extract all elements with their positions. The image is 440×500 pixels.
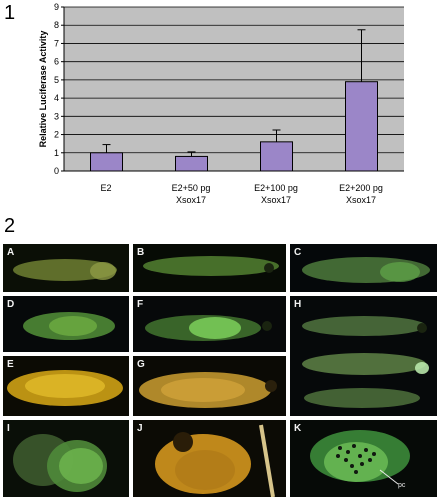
embryo-image: [3, 296, 129, 352]
x-tick-label-e2-50pg: E2+50 pg Xsox17: [171, 183, 211, 205]
panel-label: B: [137, 247, 145, 258]
x-tick-label-e2-200pg: E2+200 pg Xsox17: [339, 183, 383, 205]
photo-panel-d: D: [3, 296, 129, 352]
figure-part-1-label: 1: [4, 2, 16, 24]
panel-label: K: [294, 423, 302, 434]
panel-label: A: [7, 247, 15, 258]
embryo-image: [133, 244, 286, 292]
photo-panel-k: K pc: [290, 420, 437, 497]
y-tick-label: 3: [54, 111, 59, 121]
embryo-image: [133, 296, 286, 352]
photo-panel-c: C: [290, 244, 437, 292]
embryo-image: [290, 420, 437, 497]
bar-4: [345, 81, 378, 172]
embryo-image: [3, 356, 129, 416]
bar-2: [175, 155, 208, 172]
embryo-image: [133, 420, 286, 497]
photo-panel-g: G: [133, 356, 286, 416]
photo-panel-j: J: [133, 420, 286, 497]
annotation-pc: pc: [398, 482, 406, 489]
bar-chart: 0 1 2 3 4 5 6 7 8 9 Relative Luciferase Activity: [38, 2, 404, 176]
x-tick-label-e2: E2: [100, 183, 112, 193]
x-tick-label-e2-100pg: E2+100 pg Xsox17: [254, 183, 298, 205]
embryo-image: [3, 420, 129, 497]
panel-label: E: [7, 359, 14, 370]
embryo-image: [290, 296, 437, 416]
photo-panel-h: H: [290, 296, 437, 416]
bar-1: [90, 152, 123, 172]
photo-panel-f: F: [133, 296, 286, 352]
y-tick-label: 2: [54, 130, 59, 140]
panel-label: I: [7, 423, 10, 434]
embryo-image: [133, 356, 286, 416]
panel-label: F: [137, 299, 144, 310]
y-tick-label: 8: [54, 20, 59, 30]
y-tick-label: 0: [54, 166, 59, 176]
panel-label: C: [294, 247, 302, 258]
y-tick-label: 6: [54, 57, 59, 67]
y-tick-label: 4: [54, 93, 59, 103]
panel-label: J: [137, 423, 143, 434]
y-tick-label: 9: [54, 2, 59, 12]
bar-3: [260, 141, 293, 172]
figure-part-2-label: 2: [4, 215, 16, 237]
embryo-image: [290, 244, 437, 292]
photo-panel-e: E: [3, 356, 129, 416]
y-tick-label: 5: [54, 75, 59, 85]
panel-label: D: [7, 299, 15, 310]
embryo-image: [3, 244, 129, 292]
y-axis-label: Relative Luciferase Activity: [38, 31, 48, 148]
panel-label: H: [294, 299, 302, 310]
photo-panel-i: I: [3, 420, 129, 497]
photo-panel-b: B: [133, 244, 286, 292]
panel-label: G: [137, 359, 145, 370]
y-tick-label: 1: [54, 148, 59, 158]
photo-panel-a: A: [3, 244, 129, 292]
y-tick-label: 7: [54, 38, 59, 48]
